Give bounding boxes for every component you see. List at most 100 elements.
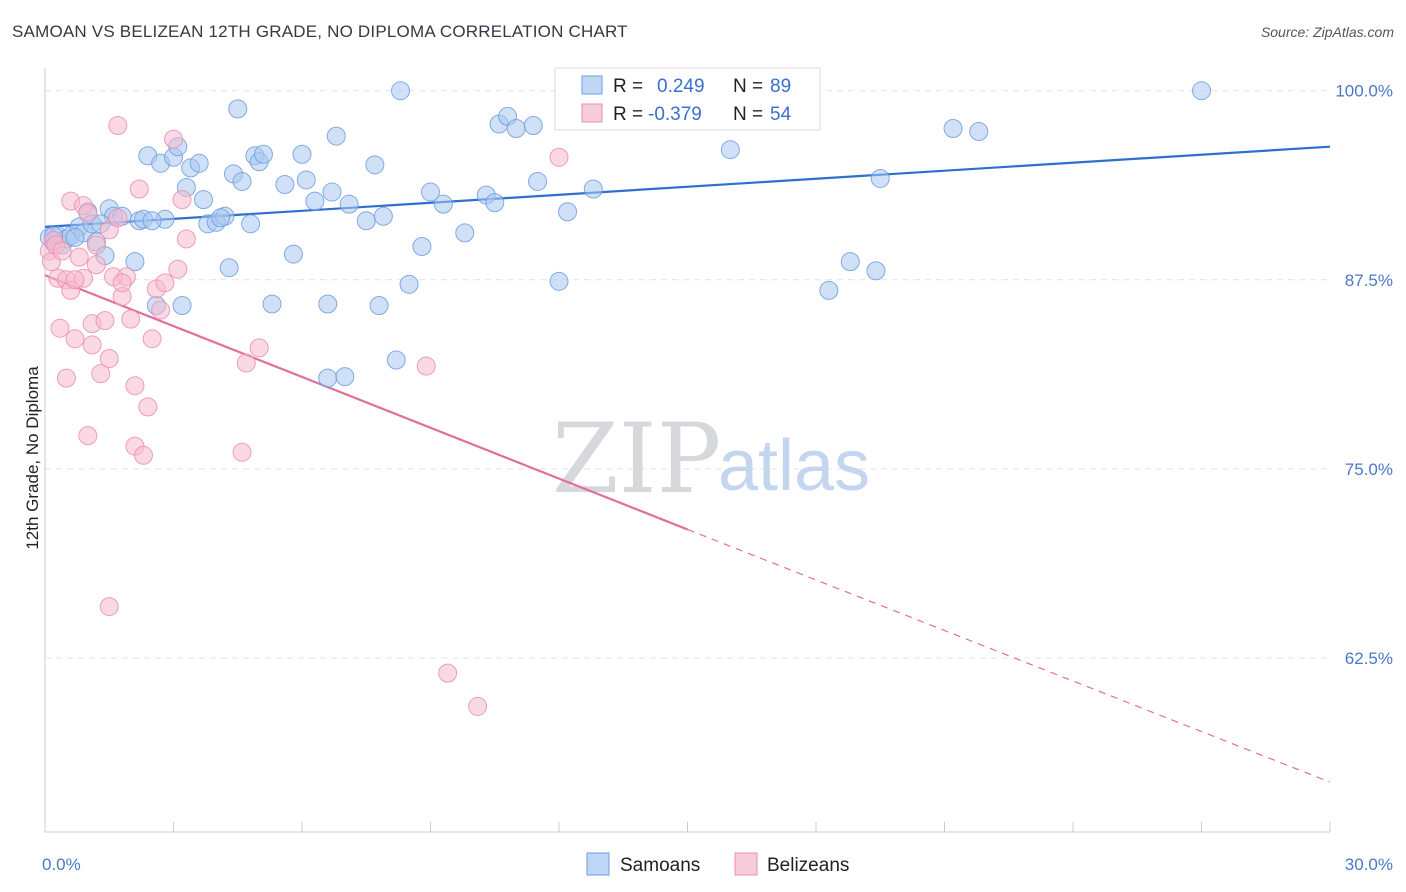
source-credit: Source: ZipAtlas.com xyxy=(1260,24,1394,40)
axes xyxy=(44,68,1331,833)
belizean-point xyxy=(86,235,106,255)
samoan-point xyxy=(391,81,411,101)
samoan-point xyxy=(262,294,282,314)
samoan-point xyxy=(528,171,548,191)
samoan-point xyxy=(339,194,359,214)
correlation-legend: R = 0.249 N = 89 R = -0.379 N = 54 xyxy=(554,67,821,131)
belizean-point xyxy=(108,208,128,228)
belizean-point xyxy=(91,364,111,384)
samoan-point xyxy=(969,122,989,142)
samoan-point xyxy=(253,144,273,164)
legend-r-label: R = xyxy=(613,76,643,97)
legend-r-label: R = xyxy=(613,104,643,125)
belizean-point xyxy=(151,300,171,320)
samoan-point xyxy=(326,126,346,146)
series-legend: Samoans Belizeans xyxy=(586,852,849,876)
samoan-point xyxy=(335,367,355,387)
bottom-legend-label-samoans: Samoans xyxy=(620,855,700,876)
samoan-point xyxy=(365,155,385,175)
samoan-point xyxy=(189,153,209,173)
belizean-point xyxy=(56,368,76,388)
belizean-point xyxy=(78,203,98,223)
watermark-atlas: atlas xyxy=(718,426,870,506)
samoan-point xyxy=(399,274,419,294)
legend-swatch-samoans xyxy=(581,75,603,95)
x-tick-label: 0.0% xyxy=(42,855,81,874)
legend-n-label: N = xyxy=(733,76,763,97)
samoan-trend-line xyxy=(44,145,1331,228)
belizean-point xyxy=(134,445,154,465)
samoan-point xyxy=(840,252,860,272)
legend-swatch-belizeans xyxy=(581,103,603,123)
samoan-point xyxy=(125,252,145,272)
belizean-point xyxy=(78,426,98,446)
belizean-point xyxy=(65,270,85,290)
belizean-point xyxy=(50,318,70,338)
samoan-point xyxy=(421,182,440,202)
belizean-point xyxy=(125,376,145,396)
legend-n-label: N = xyxy=(733,104,763,125)
belizean-point xyxy=(99,597,119,617)
belizean-point xyxy=(69,247,89,267)
samoan-point xyxy=(318,368,338,388)
watermark-zip: ZIP xyxy=(552,403,721,515)
samoan-point xyxy=(356,211,376,231)
legend-n-value: 89 xyxy=(770,76,791,97)
belizean-point xyxy=(86,255,106,275)
samoan-point xyxy=(275,174,295,194)
belizean-point xyxy=(416,356,436,376)
belizean-point xyxy=(112,273,132,293)
belizean-point xyxy=(468,696,488,716)
belizean-point xyxy=(155,273,175,293)
belizean-trend-line xyxy=(44,274,688,531)
belizean-point xyxy=(99,348,119,368)
data-points xyxy=(39,81,1211,716)
belizean-point xyxy=(138,397,158,417)
samoan-point xyxy=(318,294,338,314)
bottom-legend-label-belizeans: Belizeans xyxy=(767,855,849,876)
belizean-point xyxy=(176,229,196,249)
samoan-point xyxy=(193,190,213,210)
belizean-trend-extension xyxy=(687,528,1331,783)
y-tick-label: 87.5% xyxy=(1345,271,1393,290)
samoan-point xyxy=(943,119,963,139)
samoan-point xyxy=(322,182,342,202)
samoan-point xyxy=(305,191,325,211)
samoan-point xyxy=(523,115,543,135)
samoan-point xyxy=(65,227,85,247)
samoan-point xyxy=(386,350,406,370)
belizean-point xyxy=(164,129,183,149)
samoan-point xyxy=(485,193,505,213)
belizean-point xyxy=(108,115,128,135)
samoan-point xyxy=(228,99,248,119)
belizean-point xyxy=(129,179,149,199)
belizean-point xyxy=(249,338,269,358)
samoan-point xyxy=(720,140,740,160)
y-tick-label: 75.0% xyxy=(1345,460,1393,479)
legend-r-value: -0.379 xyxy=(648,104,702,125)
samoan-point xyxy=(211,208,231,228)
tick-labels: 100.0% 87.5% 75.0% 62.5% 0.0% 30.0% xyxy=(42,82,1393,874)
samoan-point xyxy=(819,280,839,300)
samoan-point xyxy=(583,179,603,199)
samoan-point xyxy=(455,223,475,243)
x-tick-label: 30.0% xyxy=(1345,855,1393,874)
belizean-point xyxy=(172,190,192,210)
belizean-point xyxy=(65,329,85,349)
samoan-point xyxy=(241,214,261,234)
samoan-point xyxy=(296,170,316,190)
samoan-point xyxy=(172,296,192,316)
bottom-legend-swatch-belizeans xyxy=(734,852,758,876)
y-tick-label: 62.5% xyxy=(1345,649,1393,668)
watermark: ZIP atlas xyxy=(552,403,870,515)
samoan-point xyxy=(866,261,886,281)
samoan-point xyxy=(870,168,890,188)
samoan-point xyxy=(1192,81,1211,101)
belizean-point xyxy=(95,311,115,331)
samoan-point xyxy=(373,206,393,226)
samoan-point xyxy=(506,119,526,139)
samoan-point xyxy=(292,144,312,164)
samoan-point xyxy=(412,237,432,257)
legend-r-value: 0.249 xyxy=(657,76,705,97)
y-axis-label: 12th Grade, No Diploma xyxy=(23,366,42,550)
